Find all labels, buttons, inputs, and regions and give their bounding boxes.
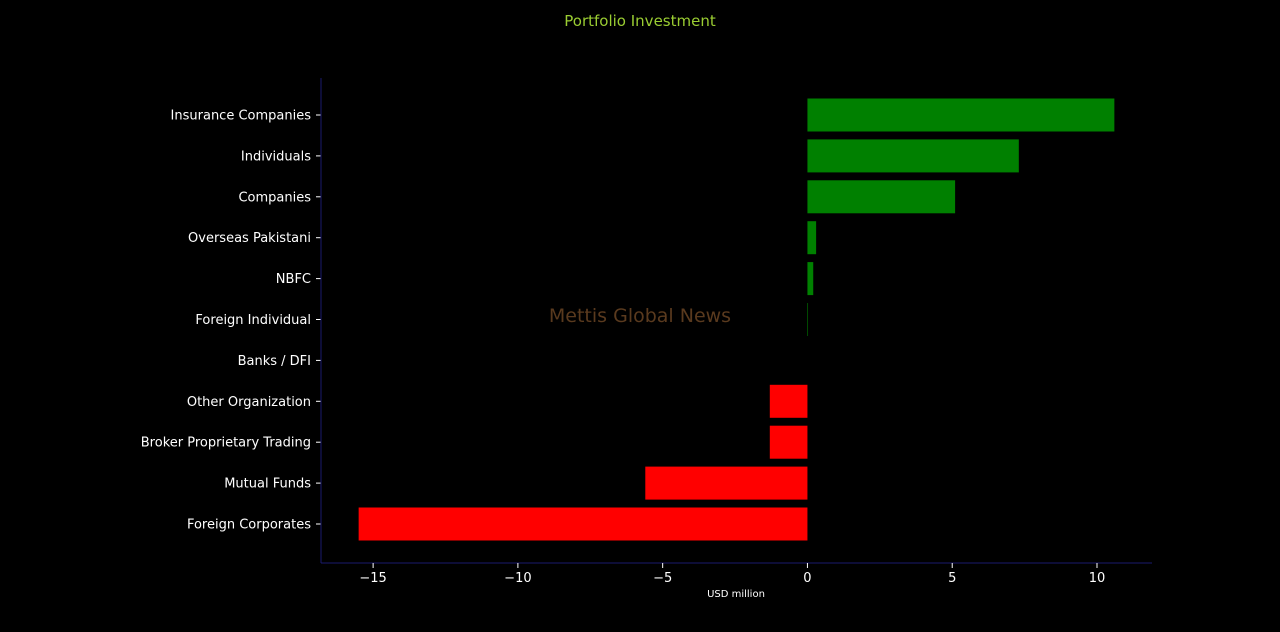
y-tick-label: Foreign Corporates	[187, 518, 311, 533]
y-tick-label: Other Organization	[187, 395, 311, 410]
bar	[807, 180, 956, 214]
x-tick-label: −10	[504, 571, 531, 586]
bar	[769, 425, 808, 459]
x-tick-label: 0	[803, 571, 811, 586]
x-axis-label: USD million	[707, 589, 765, 600]
bar	[807, 139, 1019, 173]
x-tick-label: 10	[1089, 571, 1106, 586]
bar	[769, 384, 808, 418]
bar	[645, 466, 808, 500]
y-tick-label: Insurance Companies	[171, 109, 312, 124]
y-tick-label: NBFC	[276, 272, 311, 287]
y-tick-label: Overseas Pakistani	[188, 231, 311, 246]
bar	[358, 507, 808, 541]
chart-title: Portfolio Investment	[564, 12, 716, 30]
x-tick-label: 5	[948, 571, 956, 586]
bars-layer	[358, 98, 1115, 541]
y-tick-label: Companies	[238, 190, 311, 205]
y-tick-label: Individuals	[241, 149, 311, 164]
y-tick-label: Broker Proprietary Trading	[141, 436, 311, 451]
axes-layer: Insurance Companies Individuals Companies O…	[141, 78, 1152, 586]
x-tick-label: −5	[653, 571, 672, 586]
bar	[807, 303, 809, 336]
y-tick-label: Mutual Funds	[224, 477, 311, 492]
x-tick-label: −15	[359, 571, 386, 586]
y-tick-label: Banks / DFI	[238, 354, 311, 369]
watermark: Mettis Global News	[549, 305, 731, 327]
bar	[807, 221, 817, 255]
y-tick-label: Foreign Individual	[195, 313, 311, 328]
bar	[807, 262, 814, 296]
bar	[807, 98, 1115, 132]
